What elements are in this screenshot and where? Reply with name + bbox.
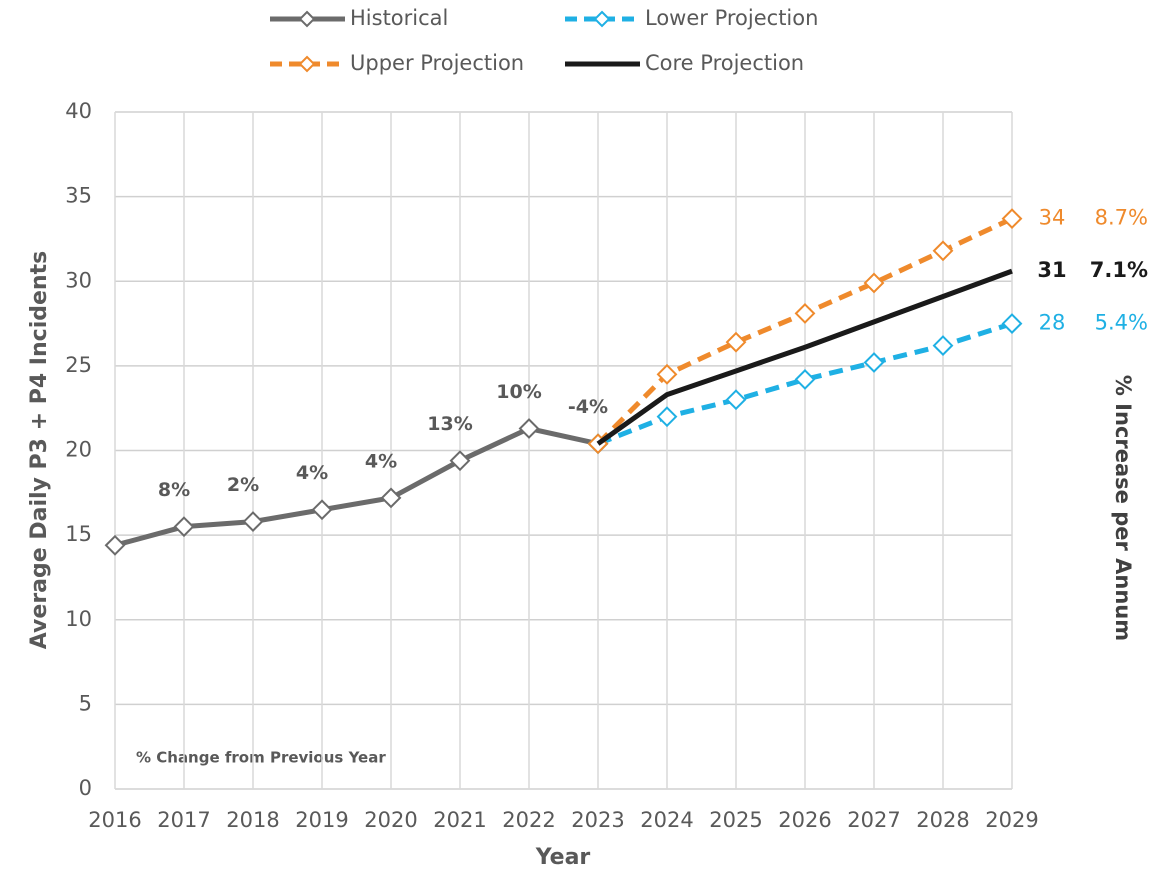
- x-tick-label: 2021: [433, 808, 486, 832]
- y-axis-title: Average Daily P3 + P4 Incidents: [27, 251, 52, 649]
- x-tick-label: 2023: [571, 808, 624, 832]
- marker: [1001, 208, 1023, 230]
- pct-change-label: 10%: [496, 381, 541, 403]
- pct-change-label: 13%: [427, 413, 472, 435]
- y-tick-label: 5: [79, 691, 92, 715]
- marker: [725, 331, 747, 353]
- pct-change-label: 2%: [227, 474, 259, 496]
- series-line: [114, 425, 599, 548]
- x-axis-title: Year: [535, 845, 591, 870]
- marker: [449, 450, 471, 472]
- y-tick-label: 35: [65, 184, 92, 208]
- value-label: 31: [1037, 258, 1066, 282]
- y2-axis-title: % Increase per Annum: [1111, 375, 1135, 641]
- x-tick-label: 2017: [157, 808, 210, 832]
- y-tick-label: 30: [65, 268, 92, 292]
- growth-label: 7.1%: [1090, 258, 1148, 282]
- legend-label: Upper Projection: [350, 51, 524, 75]
- marker: [311, 499, 333, 521]
- x-tick-label: 2020: [364, 808, 417, 832]
- x-tick-label: 2027: [847, 808, 900, 832]
- x-tick-label: 2016: [88, 808, 141, 832]
- marker: [380, 487, 402, 509]
- pct-change-label: 4%: [296, 462, 328, 484]
- pct-change-label: 8%: [158, 479, 190, 501]
- value-label: 28: [1039, 311, 1066, 335]
- annotation: % Change from Previous Year: [136, 749, 386, 767]
- x-tick-label: 2026: [778, 808, 831, 832]
- marker: [656, 363, 678, 385]
- legend-marker: [298, 10, 316, 28]
- pct-change-label: -4%: [568, 396, 608, 418]
- marker: [104, 534, 126, 556]
- legend-label: Lower Projection: [645, 6, 818, 30]
- y-tick-label: 20: [65, 438, 92, 462]
- series-line: [596, 268, 1013, 446]
- x-tick-label: 2024: [640, 808, 693, 832]
- marker: [1001, 313, 1023, 334]
- x-tick-label: 2022: [502, 808, 555, 832]
- x-tick-label: 2028: [916, 808, 969, 832]
- y-tick-label: 10: [65, 607, 92, 631]
- pct-change-label: 4%: [365, 450, 397, 472]
- marker: [242, 511, 264, 532]
- y-tick-label: 15: [65, 522, 92, 546]
- marker: [794, 369, 816, 390]
- legend-marker: [593, 10, 611, 28]
- y-tick-label: 40: [65, 99, 92, 123]
- marker: [863, 272, 885, 294]
- x-tick-label: 2019: [295, 808, 348, 832]
- growth-label: 5.4%: [1095, 311, 1148, 335]
- marker: [932, 335, 954, 356]
- marker: [932, 240, 954, 262]
- legend-marker: [298, 55, 316, 73]
- value-label: 34: [1039, 206, 1066, 230]
- y-tick-label: 25: [65, 353, 92, 377]
- marker: [656, 406, 678, 428]
- x-tick-label: 2018: [226, 808, 279, 832]
- growth-label: 8.7%: [1095, 206, 1148, 230]
- marker: [518, 418, 540, 439]
- marker: [725, 389, 747, 411]
- y-tick-label: 0: [79, 776, 92, 800]
- marker: [863, 352, 885, 373]
- marker: [173, 516, 195, 538]
- x-tick-label: 2025: [709, 808, 762, 832]
- x-tick-label: 2029: [985, 808, 1038, 832]
- marker: [794, 302, 816, 324]
- legend-label: Historical: [350, 6, 448, 30]
- legend-label: Core Projection: [645, 51, 804, 75]
